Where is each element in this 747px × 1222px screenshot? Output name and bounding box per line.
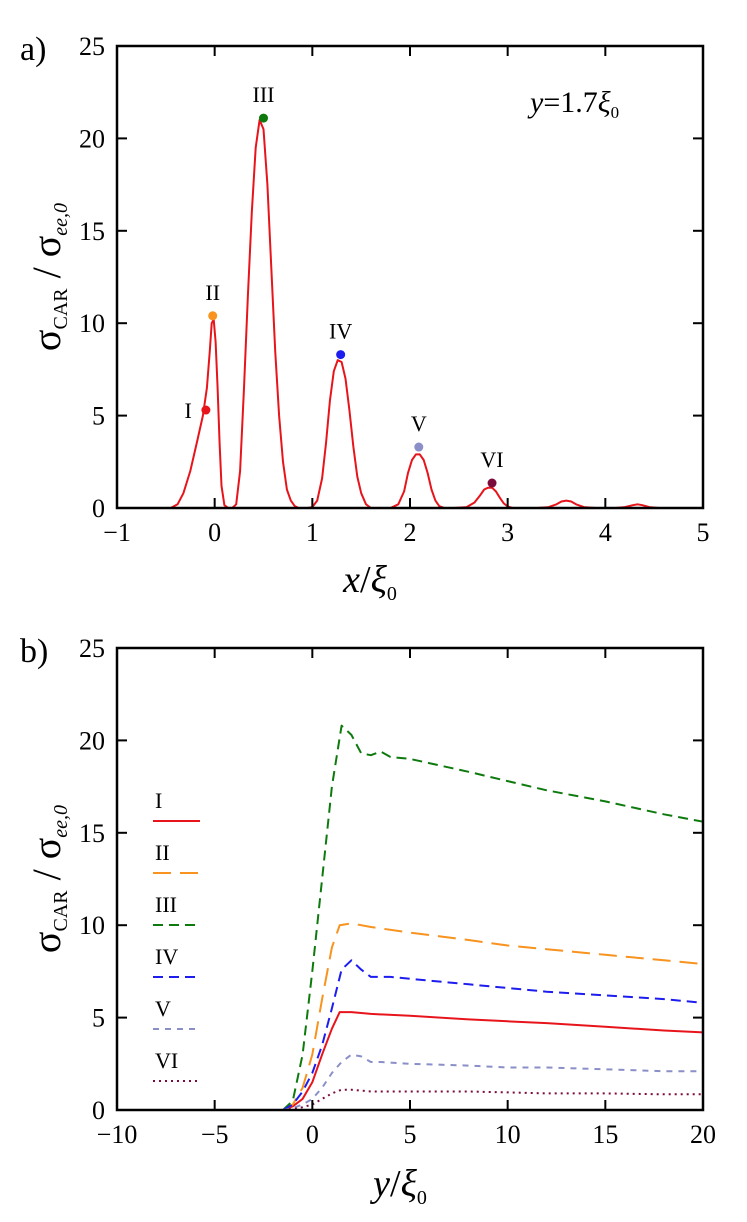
x-tick-label: 1 bbox=[306, 518, 319, 547]
ylabel-sub-ee: ee,0 bbox=[50, 805, 72, 838]
series-line-v bbox=[282, 1053, 703, 1111]
panel-a-ylabel: σCAR / σee,0 bbox=[24, 203, 72, 351]
y-tick-label: 0 bbox=[92, 1096, 105, 1125]
panel-b-plot-area bbox=[282, 724, 704, 1111]
y-tick-label: 5 bbox=[92, 1004, 105, 1033]
xlabel-var: y bbox=[369, 1163, 390, 1205]
marker-label-iii: III bbox=[253, 82, 275, 107]
xlabel-slash: / bbox=[390, 1163, 401, 1205]
x-tick-label: −1 bbox=[103, 518, 131, 547]
x-tick-label: 2 bbox=[404, 518, 417, 547]
x-tick-label: 4 bbox=[599, 518, 612, 547]
x-tick-label: −5 bbox=[201, 1120, 229, 1149]
x-tick-label: 5 bbox=[404, 1120, 417, 1149]
legend-label-ii: II bbox=[155, 840, 170, 865]
series-line-i bbox=[282, 1011, 704, 1111]
ylabel-sigma-car: σ bbox=[24, 330, 69, 352]
marker-iv bbox=[336, 350, 346, 360]
marker-label-vi: VI bbox=[480, 447, 503, 472]
panel-b-frame bbox=[115, 646, 705, 1112]
panel-b-xlabel: y/ξ0 bbox=[369, 1163, 427, 1209]
series-line-iv bbox=[282, 959, 704, 1111]
x-tick-label: 10 bbox=[495, 1120, 521, 1149]
ylabel-slash: / bbox=[24, 859, 69, 890]
x-tick-label: 3 bbox=[501, 518, 514, 547]
xlabel-var: x bbox=[342, 559, 360, 601]
x-tick-label: 15 bbox=[592, 1120, 618, 1149]
marker-i bbox=[201, 405, 211, 415]
y-tick-label: 5 bbox=[92, 402, 105, 431]
marker-iii bbox=[259, 113, 268, 123]
ylabel-sigma-ee: σ bbox=[24, 838, 69, 860]
y-tick-label: 10 bbox=[79, 911, 105, 940]
series-line-ii bbox=[282, 922, 704, 1111]
x-tick-label: 20 bbox=[690, 1120, 716, 1149]
annotation-var: y bbox=[527, 86, 544, 119]
y-tick-label: 15 bbox=[79, 217, 105, 246]
ylabel-sub-car: CAR bbox=[50, 890, 72, 932]
legend-label-i: I bbox=[155, 788, 162, 813]
x-tick-label: −10 bbox=[97, 1120, 138, 1149]
legend-label-iv: IV bbox=[155, 944, 178, 969]
y-tick-label: 25 bbox=[79, 634, 105, 663]
y-tick-label: 25 bbox=[79, 32, 105, 61]
annotation-eq: =1.7 bbox=[543, 86, 597, 119]
marker-label-iv: IV bbox=[329, 319, 352, 344]
annotation-sym: ξ bbox=[598, 86, 611, 119]
marker-label-ii: II bbox=[205, 280, 220, 305]
panel-a-annotation: y=1.7ξ0 bbox=[527, 86, 619, 122]
xlabel-sub: 0 bbox=[387, 583, 397, 605]
ylabel-sub-car: CAR bbox=[50, 288, 72, 330]
x-tick-label: 5 bbox=[697, 518, 710, 547]
y-tick-label: 20 bbox=[79, 726, 105, 755]
panel-b-ticks: −10 −5 0 5 10 15 20 0 5 10 15 20 25 bbox=[79, 634, 716, 1149]
marker-ii bbox=[208, 311, 218, 321]
ylabel-slash: / bbox=[24, 257, 69, 288]
panel-b-letter: b) bbox=[20, 633, 48, 670]
y-tick-label: 20 bbox=[79, 124, 105, 153]
x-tick-label: 0 bbox=[306, 1120, 319, 1149]
y-tick-label: 15 bbox=[79, 819, 105, 848]
panel-a-letter: a) bbox=[20, 31, 46, 68]
x-tick-label: 0 bbox=[208, 518, 221, 547]
xlabel-sub: 0 bbox=[417, 1187, 427, 1209]
xlabel-sym: ξ bbox=[401, 1163, 418, 1205]
ylabel-sub-ee: ee,0 bbox=[50, 203, 72, 236]
xlabel-sym: ξ bbox=[371, 559, 388, 601]
legend-label-v: V bbox=[155, 996, 171, 1021]
panel-a-xlabel: x/ξ0 bbox=[342, 559, 397, 605]
ylabel-sigma-ee: σ bbox=[24, 236, 69, 258]
panel-b-ylabel: σCAR / σee,0 bbox=[24, 805, 72, 953]
xlabel-slash: / bbox=[360, 559, 371, 601]
series-line-0 bbox=[151, 118, 660, 509]
legend-label-iii: III bbox=[155, 892, 177, 917]
y-tick-label: 10 bbox=[79, 309, 105, 338]
marker-v bbox=[414, 442, 424, 452]
marker-vi bbox=[487, 478, 497, 488]
series-line-vi bbox=[282, 1088, 703, 1111]
annotation-sub: 0 bbox=[611, 103, 620, 122]
series-line-iii bbox=[282, 724, 704, 1111]
marker-label-v: V bbox=[411, 411, 427, 436]
y-tick-label: 0 bbox=[92, 494, 105, 523]
ylabel-sigma-car: σ bbox=[24, 932, 69, 954]
legend-label-vi: VI bbox=[155, 1048, 178, 1073]
marker-label-i: I bbox=[185, 398, 192, 423]
